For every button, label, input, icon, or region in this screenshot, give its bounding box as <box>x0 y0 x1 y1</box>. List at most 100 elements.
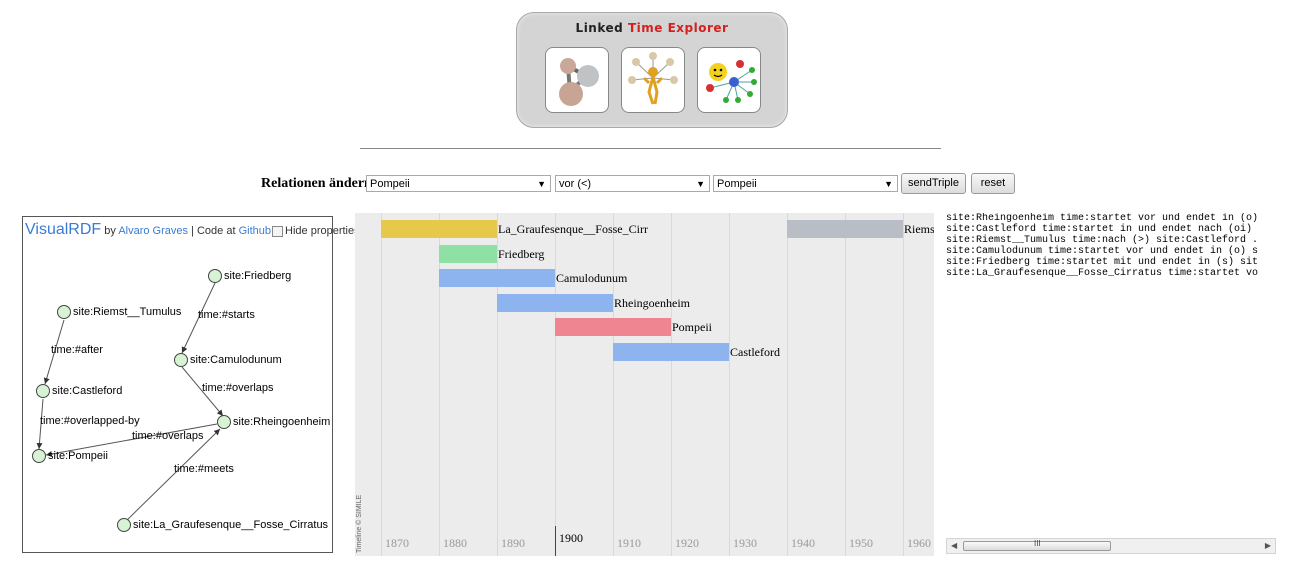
object-select[interactable]: Pompeii ▼ <box>713 175 898 192</box>
timeline-band[interactable]: 1870 1880 1890 1910 1920 1930 1940 1950 1960 La_… <box>355 213 934 556</box>
timeline-gridline <box>381 213 382 556</box>
node-label: site:Rheingoenheim <box>233 416 331 428</box>
logo-title-word-time: Time <box>627 21 663 35</box>
edge-label: time:#meets <box>174 463 234 475</box>
timeline-event-label[interactable]: Camulodunum <box>556 271 628 285</box>
scrollbar-grip: III <box>1034 539 1041 548</box>
timeline-event-label[interactable]: Riems <box>904 222 934 236</box>
smiley-network-icon <box>697 47 761 113</box>
object-select-value: Pompeii <box>717 178 757 190</box>
timeline-tick-label: 1870 <box>385 536 409 550</box>
node-label: site:La_Graufesenque__Fosse_Cirratus <box>133 519 329 531</box>
edge-starts <box>181 282 216 354</box>
timeline-gridline <box>787 213 788 556</box>
timeline-event-label[interactable]: Rheingoenheim <box>614 295 690 310</box>
edge-overlapped-by <box>36 398 44 450</box>
timeline-gridline <box>439 213 440 556</box>
timeline-gridline <box>845 213 846 556</box>
timeline-credit: Timeline © SIMILE <box>356 494 363 553</box>
graph-node[interactable] <box>117 518 131 532</box>
edge-overlaps-camulodunum <box>181 366 224 417</box>
timeline-event-bar[interactable] <box>497 293 613 312</box>
timeline-tick-label: 1960 <box>907 536 931 550</box>
triple-line: site:Friedberg time:startet mit und ende… <box>946 257 1259 268</box>
hide-properties-checkbox[interactable] <box>272 225 284 237</box>
app-logo: Linked Time Explorer <box>516 12 788 128</box>
timeline-center-label: 1900 <box>559 531 583 545</box>
timeline-gridline <box>903 213 904 556</box>
triple-line: site:La_Graufesenque__Fosse_Cirratus tim… <box>946 268 1259 279</box>
timeline-event-bar[interactable] <box>787 220 903 238</box>
node-label: site:Friedberg <box>224 270 292 282</box>
logo-title-word-linked: Linked <box>575 21 624 35</box>
timeline-tick-label: 1920 <box>675 536 699 550</box>
visualrdf-header: VisualRDF by Alvaro Graves | Code at Git… <box>25 221 360 239</box>
triple-line: site:Castleford time:startet in und ende… <box>946 224 1253 235</box>
edge-label: time:#starts <box>198 309 255 321</box>
node-label: site:Riemst__Tumulus <box>73 306 182 318</box>
edge-label: time:#overlaps <box>202 382 274 394</box>
timeline-event-bar[interactable] <box>613 342 729 361</box>
graph-edges <box>36 282 224 523</box>
reset-button[interactable]: reset <box>971 173 1015 194</box>
edge-meets <box>124 428 221 523</box>
timeline-gridline <box>613 213 614 556</box>
code-at-text: | Code at <box>191 225 236 237</box>
molecule-icon <box>545 47 609 113</box>
graph-node[interactable] <box>174 353 188 367</box>
visualrdf-graph-panel[interactable]: VisualRDF by Alvaro Graves | Code at Git… <box>22 216 360 553</box>
send-triple-button[interactable]: sendTriple <box>901 173 966 194</box>
node-label: site:Camulodunum <box>190 354 282 366</box>
logo-title-word-explorer: Explorer <box>667 21 729 35</box>
predicate-select-value: vor (<) <box>559 178 592 190</box>
timeline-event-label[interactable]: La_Graufesenque__Fosse_Cirr <box>498 222 648 236</box>
scroll-left-icon[interactable]: ◀ <box>951 541 958 550</box>
timeline-gridline <box>729 213 730 556</box>
timeline-gridline <box>671 213 672 556</box>
github-link[interactable]: Github <box>238 225 272 237</box>
chevron-down-icon: ▼ <box>884 179 893 189</box>
triple-line: site:Camulodunum time:startet vor und en… <box>946 246 1259 257</box>
separator <box>360 148 941 149</box>
scrollbar-thumb[interactable]: III <box>963 539 1111 551</box>
author-link[interactable]: Alvaro Graves <box>118 225 189 237</box>
by-text: by <box>104 225 116 237</box>
timeline-gridline <box>555 213 556 556</box>
triple-line: site:Riemst__Tumulus time:nach (>) site:… <box>946 235 1259 246</box>
timeline-center-marker <box>555 526 556 556</box>
triples-output: site:Rheingoenheim time:startet vor und … <box>946 213 1276 533</box>
scroll-right-icon[interactable]: ▶ <box>1264 541 1271 550</box>
timeline-event-label[interactable]: Pompeii <box>672 320 713 334</box>
edge-label: time:#after <box>51 344 103 356</box>
timeline-tick-label: 1950 <box>849 536 873 550</box>
user-network-icon <box>621 47 685 113</box>
timeline-event-bar[interactable] <box>381 220 497 238</box>
timeline-tick-label: 1880 <box>443 536 467 550</box>
timeline-gridline <box>497 213 498 556</box>
graph-node[interactable] <box>208 269 222 283</box>
visualrdf-link[interactable]: VisualRDF <box>25 221 102 238</box>
timeline-event-label[interactable]: Friedberg <box>498 246 545 261</box>
chevron-down-icon: ▼ <box>537 179 546 189</box>
timeline-event-bar[interactable] <box>439 244 497 263</box>
graph-node[interactable] <box>217 415 231 429</box>
edge-overlaps-pompeii <box>45 423 218 457</box>
timeline-event-bar[interactable] <box>439 269 555 287</box>
graph-node[interactable] <box>36 384 50 398</box>
subject-select-value: Pompeii <box>370 178 410 190</box>
predicate-select[interactable]: vor (<) ▼ <box>555 175 710 192</box>
timeline-event-bar[interactable] <box>555 318 671 336</box>
timeline-tick-label: 1910 <box>617 536 641 550</box>
edge-label: time:#overlapped-by <box>40 415 140 427</box>
relation-form-label: Relationen ändern: <box>261 176 377 191</box>
subject-select[interactable]: Pompeii ▼ <box>366 175 551 192</box>
logo-title: Linked Time Explorer <box>517 21 787 35</box>
edge-after <box>43 319 65 385</box>
horizontal-scrollbar[interactable]: ◀ III ▶ <box>946 538 1276 554</box>
graph-node[interactable] <box>57 305 71 319</box>
node-label: site:Pompeii <box>48 450 108 462</box>
timeline-event-label[interactable]: Castleford <box>730 344 780 359</box>
triple-line: site:Rheingoenheim time:startet vor und … <box>946 213 1259 224</box>
timeline-tick-label: 1890 <box>501 536 525 550</box>
graph-node[interactable] <box>32 449 46 463</box>
